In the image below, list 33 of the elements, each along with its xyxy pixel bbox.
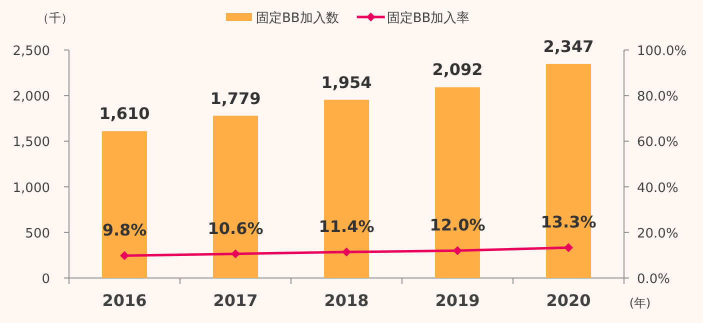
y2-tick-label: 60.0%	[637, 135, 678, 150]
y-tick-label: 500	[25, 226, 50, 242]
x-tick-label: 2017	[213, 291, 258, 310]
y2-tick-label: 40.0%	[637, 180, 678, 196]
x-tick-label: 2018	[324, 291, 369, 310]
y-tick-label: 2,000	[12, 90, 50, 105]
legend-label: 固定BB加入率	[386, 10, 470, 26]
y-axis-title: （千）	[37, 11, 73, 25]
point	[120, 251, 129, 260]
y2-tick-label: 20.0%	[637, 226, 678, 242]
y2-tick-label: 80.0%	[637, 90, 678, 105]
point	[564, 243, 573, 252]
x-axis-title: (年)	[629, 296, 651, 310]
point	[231, 249, 240, 258]
point	[342, 248, 351, 257]
y-tick-label: 1,000	[12, 180, 50, 196]
y-tick-label: 2,500	[12, 44, 50, 59]
data-label: 1,779	[210, 88, 261, 108]
data-label: 2,092	[432, 60, 483, 80]
data-label: 1,954	[321, 72, 372, 92]
x-tick-label: 2019	[435, 291, 480, 310]
y2-tick-label: 0.0%	[637, 272, 670, 287]
point	[453, 246, 462, 256]
y2-tick-label: 100.0%	[637, 44, 687, 59]
data-label: 1,610	[99, 104, 150, 124]
y-tick-label: 1,500	[12, 135, 50, 150]
bar	[102, 131, 147, 278]
data-label: 2,347	[543, 36, 594, 56]
data-label: 9.8%	[102, 220, 147, 240]
y-tick-label: 0	[42, 272, 50, 287]
x-tick-label: 2020	[546, 291, 591, 310]
x-tick-label: 2016	[102, 291, 147, 310]
legend-label: 固定BB加入数	[256, 11, 339, 26]
